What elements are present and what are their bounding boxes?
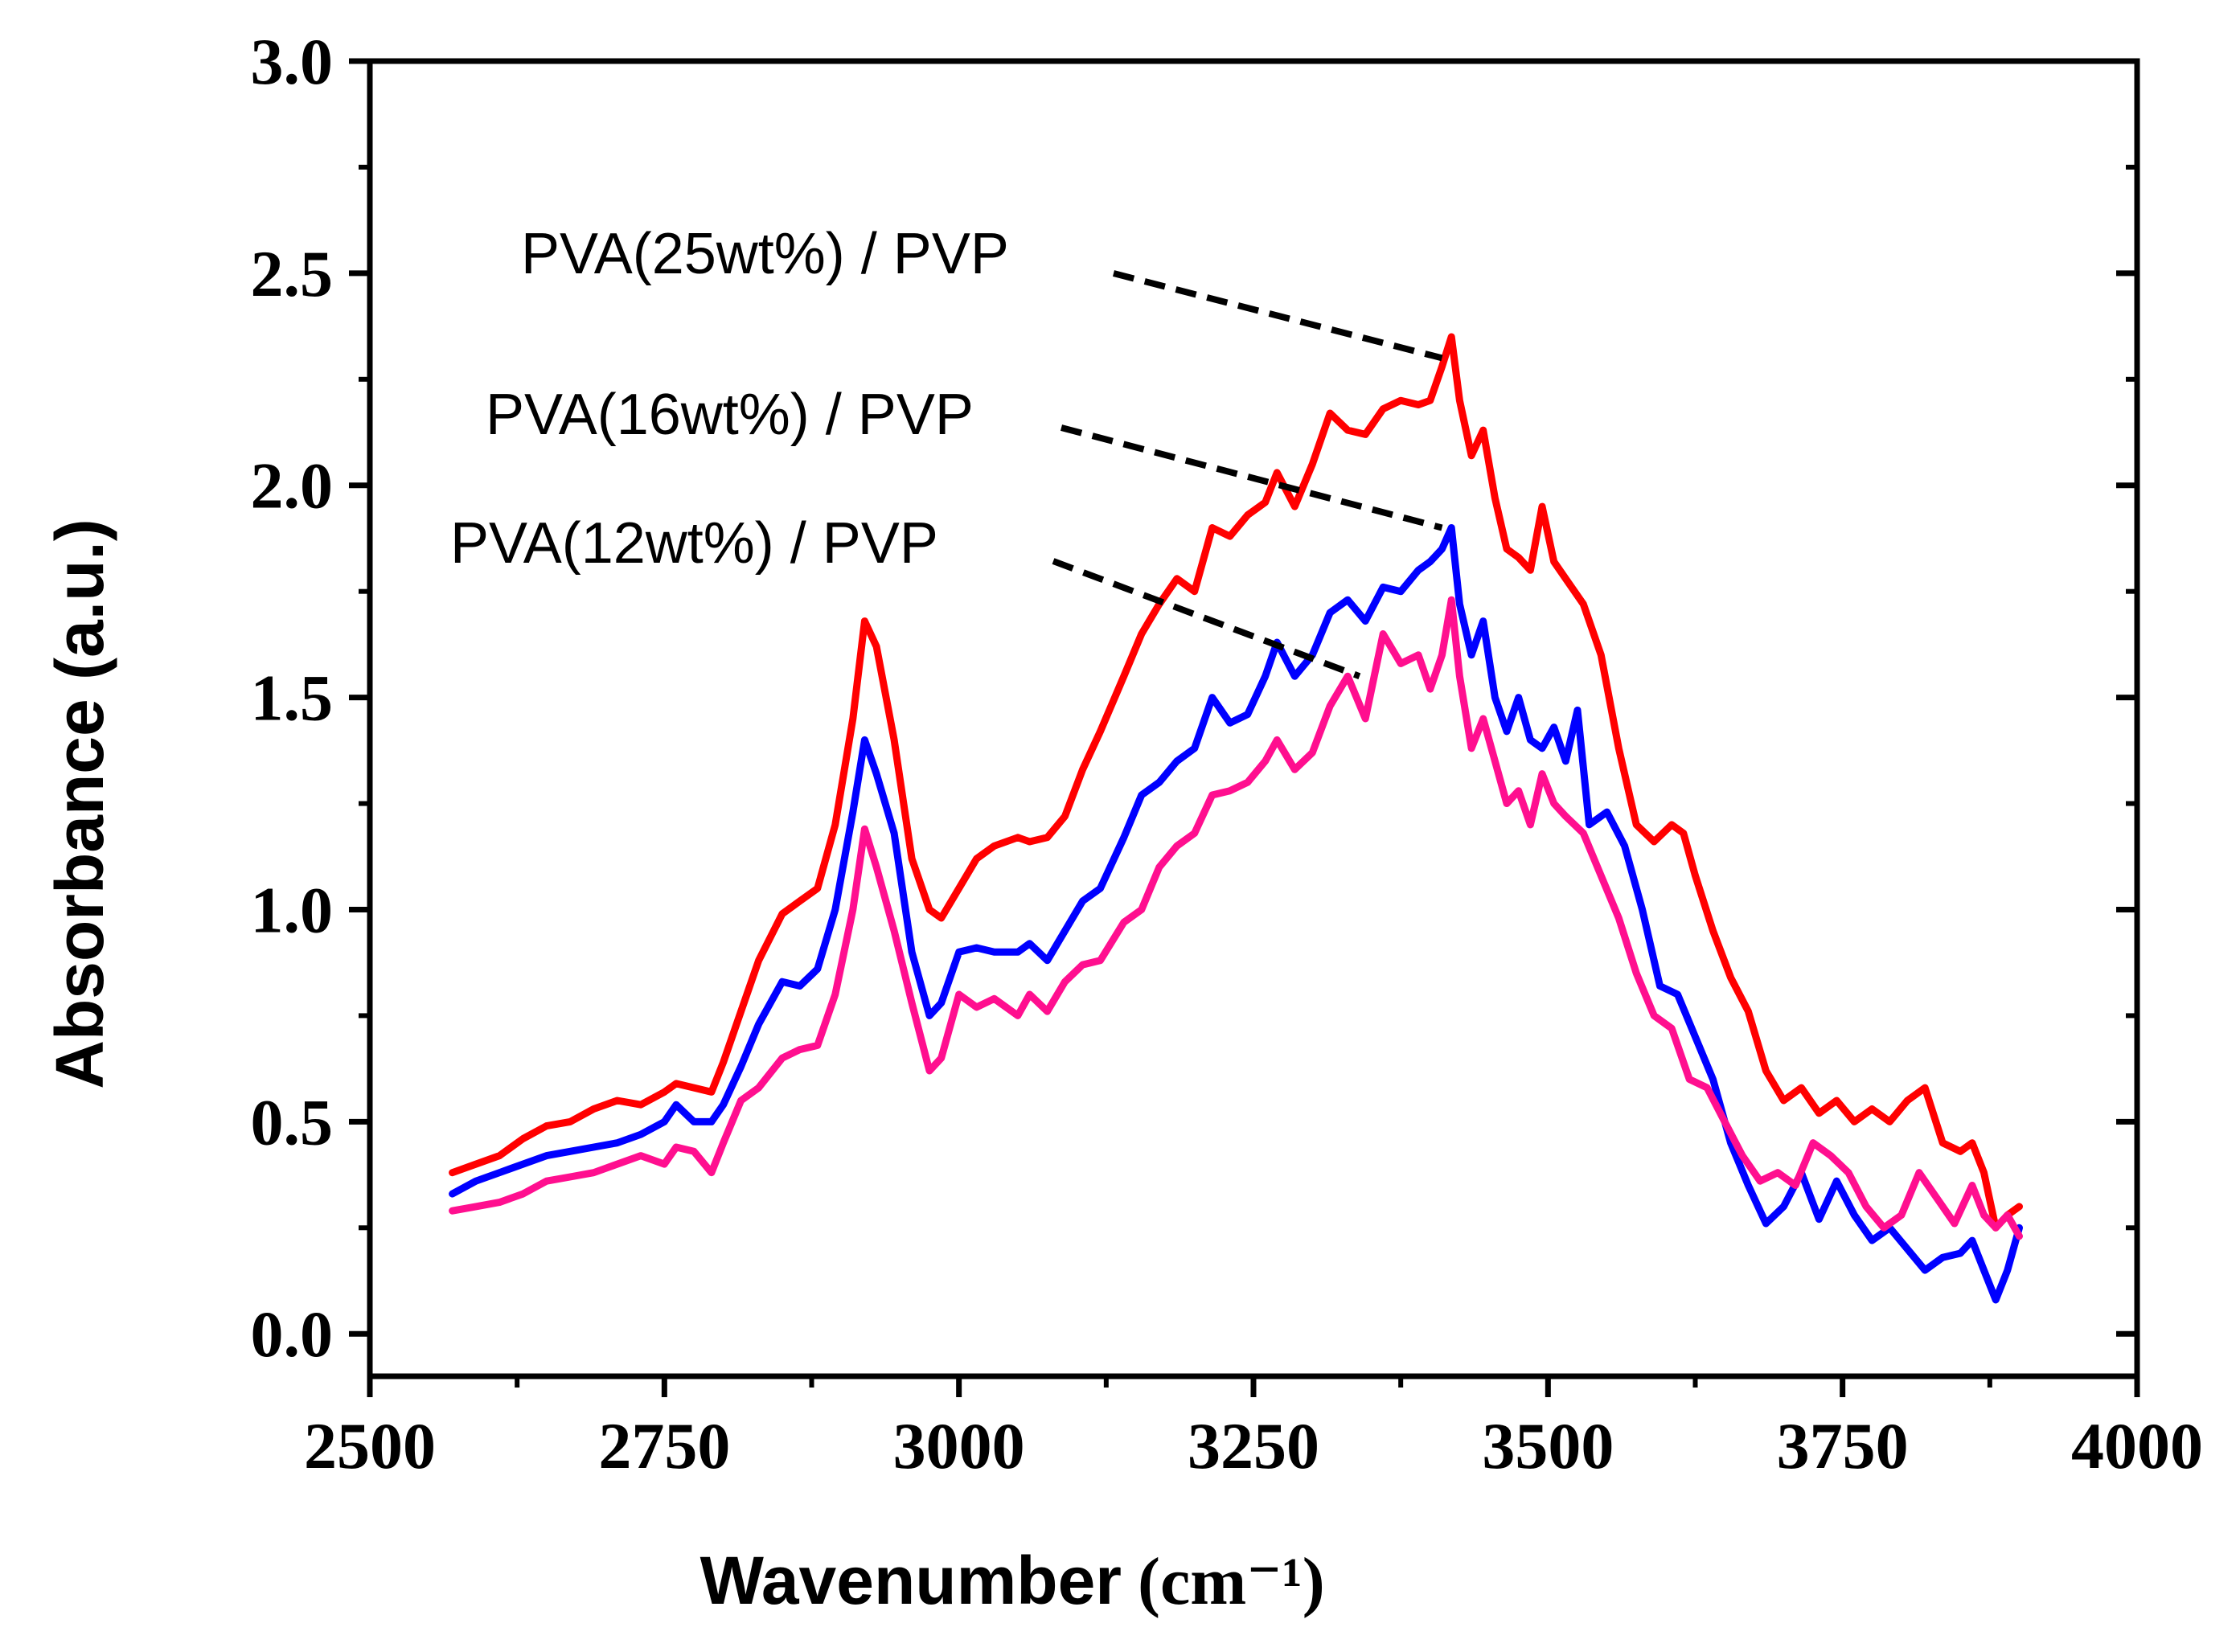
series-line-3 bbox=[449, 596, 2023, 1240]
annotation-leader-3 bbox=[1052, 558, 1361, 679]
x-axis-unit: (cm⁻¹) bbox=[1138, 1544, 1325, 1619]
y-tick-label: 0.5 bbox=[251, 1085, 334, 1158]
y-tick-label: 1.0 bbox=[251, 873, 334, 946]
x-axis-title-text: Wavenumber bbox=[700, 1543, 1122, 1618]
tick-layer: 2500 2750 3000 3250 3500 3750 4000 0.0 0.5 1.0 1.5… bbox=[251, 25, 2204, 1482]
x-tick-label: 3000 bbox=[893, 1409, 1025, 1482]
x-tick-label: 3750 bbox=[1777, 1409, 1909, 1482]
annotation-label-2: PVA(16wt%) / PVP bbox=[486, 383, 974, 447]
annotation-label-3: PVA(12wt%) / PVP bbox=[450, 511, 938, 576]
series-line-2 bbox=[449, 524, 2023, 1304]
series-layer bbox=[449, 333, 2023, 1304]
x-axis-title: Wavenumber bbox=[700, 1543, 1122, 1618]
y-tick-label: 1.5 bbox=[251, 662, 334, 735]
y-tick-label: 2.0 bbox=[251, 449, 334, 523]
annotation-leader-2 bbox=[1060, 424, 1443, 531]
series-line-1 bbox=[449, 333, 2023, 1232]
x-tick-label: 2500 bbox=[304, 1409, 436, 1482]
y-axis-title: Absorbance (a.u.) bbox=[42, 519, 117, 1088]
y-tick-label: 2.5 bbox=[251, 237, 334, 310]
y-tick-label: 0.0 bbox=[251, 1297, 334, 1371]
y-tick-label: 3.0 bbox=[251, 25, 334, 98]
x-tick-label: 3250 bbox=[1188, 1409, 1319, 1482]
x-tick-label: 4000 bbox=[2071, 1409, 2203, 1482]
x-tick-label: 2750 bbox=[598, 1409, 730, 1482]
x-tick-label: 3500 bbox=[1482, 1409, 1614, 1482]
annotation-layer: PVA(25wt%) / PVP PVA(16wt%) / PVP PVA(12wt… bbox=[450, 222, 1443, 679]
annotation-leader-1 bbox=[1113, 270, 1443, 362]
annotation-label-1: PVA(25wt%) / PVP bbox=[521, 222, 1009, 286]
